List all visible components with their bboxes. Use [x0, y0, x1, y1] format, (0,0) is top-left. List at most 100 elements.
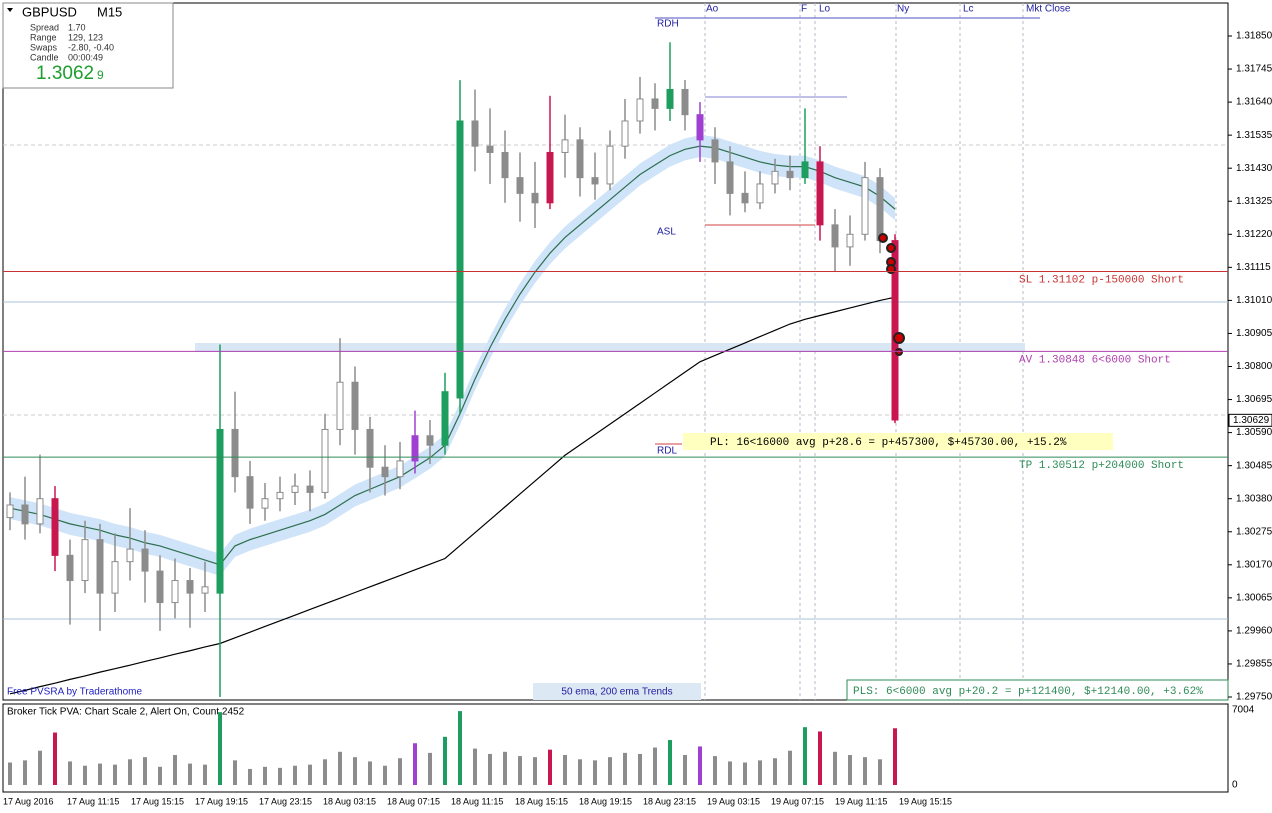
volume-bar: [818, 731, 822, 785]
session-label: Lc: [963, 4, 974, 15]
range-label: RDH: [657, 19, 679, 30]
volume-bar: [848, 755, 852, 785]
volume-bar: [623, 752, 627, 785]
credit: Free PVSRA by Traderathome: [7, 687, 143, 698]
candle-body: [846, 233, 854, 248]
volume-bar: [38, 750, 42, 785]
volume-bar: [383, 765, 387, 785]
bid-price: 1.3062: [36, 63, 94, 84]
y-tick-label: 1.30800: [1236, 361, 1272, 372]
bid-pip: 9: [97, 68, 104, 82]
x-tick-label: 17 Aug 19:15: [195, 796, 248, 806]
x-tick-label: 18 Aug 23:15: [643, 796, 696, 806]
x-tick-label: 18 Aug 07:15: [387, 796, 440, 806]
volume-bar: [398, 758, 402, 785]
candle-body: [441, 391, 449, 446]
candle-body: [831, 224, 839, 248]
candle-body: [216, 428, 224, 594]
pls-text: PLS: 6<6000 avg p+20.2 = p+121400, $+121…: [853, 686, 1203, 698]
x-tick-label: 17 Aug 15:15: [131, 796, 184, 806]
volume-bar: [323, 759, 327, 785]
volume-bar: [863, 757, 867, 785]
av-zone: [195, 343, 1025, 352]
info-value: 129, 123: [68, 32, 103, 42]
volume-bar: [218, 712, 222, 785]
candle-body: [576, 139, 584, 179]
candle-body: [306, 485, 314, 493]
volume-bar: [488, 753, 492, 785]
ema-line: [9, 296, 896, 695]
candle-body: [321, 428, 329, 493]
volume-bar: [83, 765, 87, 785]
candle-body: [786, 170, 794, 179]
volume-bar: [68, 761, 72, 785]
volume-bar: [878, 759, 882, 785]
volume-bar: [98, 763, 102, 785]
candle-body: [861, 177, 869, 235]
candle-body: [66, 554, 74, 582]
y-tick-label: 1.29960: [1236, 626, 1272, 637]
candle-body: [51, 498, 59, 556]
x-tick-label: 19 Aug 07:15: [771, 796, 824, 806]
volume-bar: [653, 747, 657, 785]
volume-bar: [428, 752, 432, 785]
trend-note: 50 ema, 200 ema Trends: [561, 687, 672, 698]
pl-text: PL: 16<16000 avg p+28.6 = p+457300, $+45…: [710, 437, 1067, 449]
candle-body: [6, 504, 14, 519]
y-tick-label: 1.31325: [1236, 196, 1272, 207]
volume-bar: [188, 763, 192, 785]
volume-bar: [248, 768, 252, 785]
trend-box: [533, 683, 701, 700]
session-label: Ny: [897, 4, 909, 15]
candle-body: [291, 485, 299, 493]
level-label: TP 1.30512 p+204000 Short: [1019, 460, 1184, 472]
volume-bar: [683, 755, 687, 785]
candle-body: [531, 192, 539, 204]
y-tick-label: 1.31535: [1236, 130, 1272, 141]
candle-body: [276, 491, 284, 500]
candle-body: [726, 161, 734, 194]
candle-body: [21, 504, 29, 525]
candle-body: [171, 580, 179, 604]
volume-bar: [353, 757, 357, 785]
y-tick-label: 1.31010: [1236, 295, 1272, 306]
last-price-box: [1228, 413, 1272, 427]
candle-body: [426, 435, 434, 446]
candle-body: [96, 539, 104, 594]
pl-box: [683, 433, 1113, 450]
session-label: Mkt Close: [1026, 4, 1071, 15]
candle-body: [771, 170, 779, 185]
volume-tick-label: 0: [1232, 780, 1238, 791]
last-price: 1.30629: [1233, 415, 1270, 426]
y-tick-label: 1.31220: [1236, 229, 1272, 240]
candle-body: [741, 192, 749, 204]
info-value: 00:00:49: [68, 52, 103, 62]
candle-body: [621, 120, 629, 147]
volume-bar: [833, 751, 837, 785]
volume-bar: [503, 751, 507, 785]
y-tick-label: 1.30590: [1236, 427, 1272, 438]
candle-body: [711, 139, 719, 163]
ema-band: [10, 135, 895, 576]
range-label: RDL: [657, 446, 677, 457]
volume-bar: [893, 728, 897, 785]
symbol: GBPUSD: [22, 4, 77, 19]
candle-body: [636, 98, 644, 122]
candle-body: [516, 177, 524, 194]
y-tick-label: 1.31745: [1236, 64, 1272, 75]
candle-body: [396, 460, 404, 478]
x-tick-label: 19 Aug 15:15: [899, 796, 952, 806]
y-tick-label: 1.30170: [1236, 559, 1272, 570]
volume-bar: [563, 755, 567, 785]
candle-body: [81, 539, 89, 582]
volume-bar: [458, 711, 462, 785]
candle-body: [246, 476, 254, 509]
dropdown-icon: [7, 8, 13, 12]
volume-bar: [233, 760, 237, 785]
volume-bar: [713, 756, 717, 785]
candle-body: [411, 435, 419, 462]
candle-body: [231, 428, 239, 478]
volume-bar: [293, 765, 297, 785]
volume-bar: [608, 757, 612, 785]
info-value: -2.80, -0.40: [68, 42, 114, 52]
